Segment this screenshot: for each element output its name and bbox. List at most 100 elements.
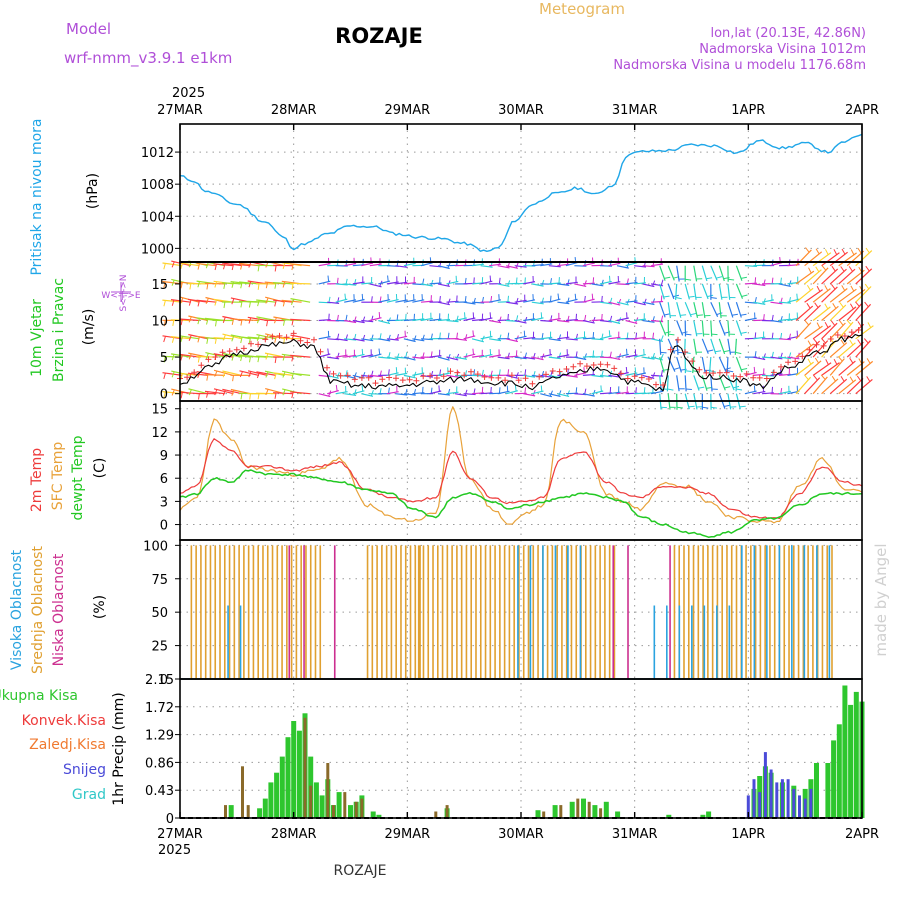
bottom-year: 2025: [158, 843, 191, 858]
wind-barb-flag: [755, 351, 756, 357]
temp-tick-label: 12: [151, 426, 168, 441]
precip-bar: [831, 740, 836, 818]
wind-barb-flag: [473, 330, 474, 336]
wind-barb-flag: [868, 322, 871, 327]
temp-tick-label: 15: [151, 403, 168, 418]
wind-barb-flag: [772, 315, 773, 321]
wind-barb-flag: [346, 315, 347, 321]
wind-barb-flag: [602, 296, 603, 302]
wind-tick-label: 0: [160, 388, 168, 403]
wind-barb-flag: [702, 407, 708, 408]
pressure-tick-label: 1008: [141, 178, 174, 193]
precip-bar: [314, 782, 319, 818]
wind-barb-flag: [850, 377, 853, 382]
wind-barb-flag: [465, 390, 467, 396]
wind-barb-flag: [754, 386, 755, 392]
wind-gust-marker: [675, 337, 681, 343]
wind-barb-flag: [508, 333, 509, 339]
precip-bar: [268, 782, 273, 818]
wind-barb-flag: [593, 277, 594, 283]
wind-barb-flag: [499, 278, 500, 284]
wind-barb-flag: [636, 333, 637, 339]
precip-bar: [792, 789, 795, 818]
wind-barb-flag: [328, 276, 329, 282]
wind-barb-flag: [736, 352, 742, 353]
wind-barb: [702, 339, 708, 354]
precip-bar: [280, 757, 285, 818]
wind-barb-flag: [224, 302, 225, 308]
precip-bar: [581, 799, 586, 818]
top-date-label: 31MAR: [612, 103, 658, 118]
wind-gust-marker: [529, 381, 535, 387]
wind-gust-marker: [393, 375, 399, 381]
wind-barb-flag: [724, 387, 730, 388]
wind-barb-flag: [388, 276, 389, 282]
wind-barb: [668, 266, 674, 281]
wind-barb-flag: [689, 406, 695, 407]
cloud-tick-label: 25: [151, 640, 168, 655]
wind-label-2: Brzina i Pravac: [51, 278, 67, 382]
precip-bar: [326, 763, 329, 818]
precip-tick-label: 0.43: [145, 784, 174, 799]
wind-barb-flag: [661, 296, 662, 302]
wind-barb-flag: [568, 298, 570, 304]
wind-barb-flag: [508, 296, 509, 302]
precip-graupel-label: Grad: [72, 787, 106, 803]
wind-barb-flag: [216, 320, 217, 326]
wind-barb-flag: [867, 376, 870, 381]
wind-barb-flag: [542, 298, 544, 304]
wind-barb-flag: [754, 367, 755, 373]
wind-barb-flag: [164, 373, 166, 379]
precip-bar: [553, 805, 558, 818]
precip-bar: [854, 692, 859, 818]
pressure-tick-label: 1004: [141, 210, 174, 225]
wind-barb: [677, 357, 682, 372]
precip-bar: [842, 686, 847, 819]
wind-barb-flag: [728, 279, 734, 280]
wind-barb-flag: [457, 354, 459, 360]
wind-barb-flag: [682, 332, 688, 333]
wind-barb-flag: [275, 301, 277, 307]
wind-barb-flag: [736, 389, 742, 390]
wind-barb-flag: [198, 318, 200, 324]
wind-barb-flag: [465, 296, 466, 302]
wind-barb-flag: [781, 316, 783, 322]
wind-barb-flag: [825, 304, 828, 309]
wind-barb-flag: [866, 266, 870, 271]
wind-barb-flag: [207, 392, 209, 398]
wind-barb-flag: [850, 340, 853, 345]
wind-barb-flag: [741, 369, 747, 370]
wind-barb-flag: [198, 264, 200, 270]
wind-barb-flag: [258, 265, 259, 271]
wind-barb: [685, 302, 691, 317]
wind-gust-marker: [198, 362, 204, 368]
cloud-tick-label: 50: [151, 606, 168, 621]
wind-barb-flag: [858, 248, 861, 253]
wind-barb-flag: [337, 315, 338, 321]
precip-bar: [320, 795, 325, 818]
wind-gust-marker: [604, 362, 610, 368]
wind-gust-marker: [757, 375, 763, 381]
wind-barb-flag: [685, 371, 691, 372]
wind-barb-flag: [499, 317, 501, 323]
pressure-label: Pritisak na nivou mora: [29, 118, 45, 275]
wind-barb-flag: [379, 349, 380, 355]
wind-barb-flag: [851, 250, 854, 255]
wind-gust-marker: [454, 370, 460, 376]
wind-barb-flag: [716, 277, 722, 279]
wind-barb-flag: [275, 266, 276, 272]
wind-barb-flag: [832, 376, 835, 381]
wind-barb: [702, 357, 705, 373]
wind-barb: [813, 307, 830, 321]
temp-panel-frame: [180, 401, 862, 540]
wind-barb-flag: [397, 314, 398, 320]
top-date-label: 2APR: [845, 103, 879, 118]
wind-tick-label: 10: [151, 315, 168, 330]
wind-barb-flag: [328, 349, 329, 355]
wind-gust-marker: [785, 359, 791, 365]
precip-bar: [286, 737, 291, 818]
wind-barb-flag: [822, 339, 826, 344]
precip-conv-label: Konvek.Kisa: [22, 713, 106, 729]
wind-barb-flag: [396, 367, 397, 373]
precip-tick-label: 2.15: [145, 673, 174, 688]
